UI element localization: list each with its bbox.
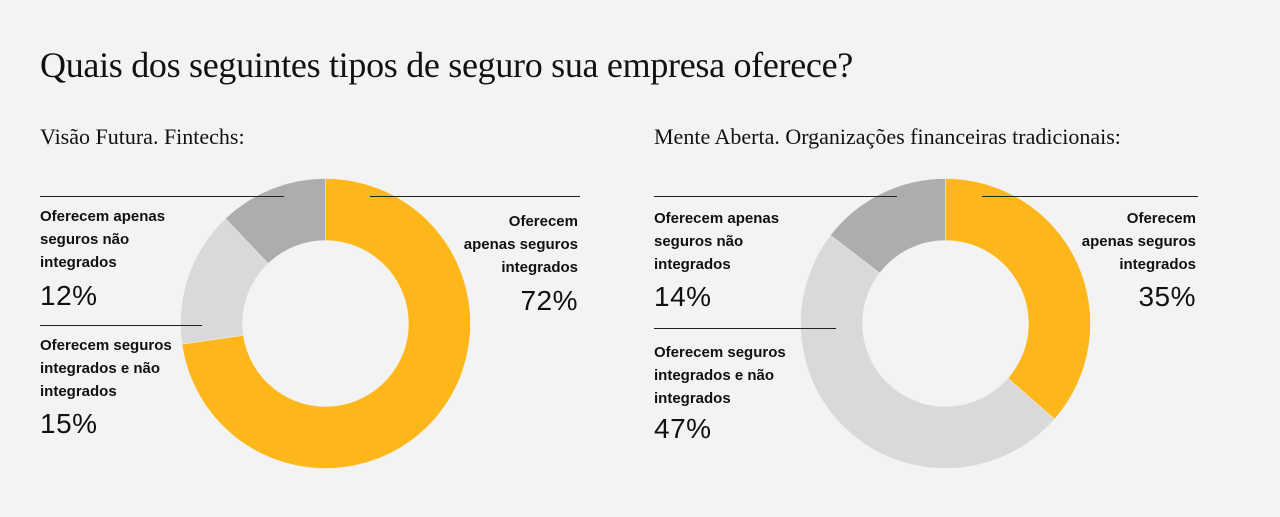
chart1-non-integrated-value: 12% (40, 280, 98, 311)
chart2-donut (800, 178, 1091, 469)
chart2-non-integrated-rule (654, 196, 897, 197)
chart1-both-rule (40, 325, 202, 326)
chart2-both-label: Oferecem seguros integrados e não integrad… (654, 344, 786, 407)
chart1-integrated-slice (181, 178, 471, 469)
page-title: Quais dos seguintes tipos de seguro sua … (40, 45, 853, 85)
chart1-integrated-rule (370, 196, 580, 197)
chart2-non-integrated-slice (830, 178, 946, 274)
chart1-integrated-value: 72% (520, 285, 578, 316)
chart1-donut (180, 178, 471, 469)
chart1-non-integrated-rule (40, 196, 284, 197)
chart2-both-value: 47% (654, 413, 712, 444)
chart1-non-integrated-slice (225, 178, 326, 264)
chart2-non-integrated-label: Oferecem apenas seguros não integrados (654, 210, 780, 273)
chart1-both-label: Oferecem seguros integrados e não integrad… (40, 337, 172, 400)
chart1-title: Visão Futura. Fintechs: (40, 124, 245, 149)
chart2-title: Mente Aberta. Organizações financeiras t… (654, 124, 1121, 149)
chart2-integrated-label: Oferecem apenas seguros integrados (1081, 210, 1196, 273)
chart2-integrated-value: 35% (1138, 281, 1196, 312)
chart1-non-integrated-label: Oferecem apenas seguros não integrados (40, 208, 166, 271)
chart2-integrated-rule (982, 196, 1198, 197)
chart2-non-integrated-value: 14% (654, 281, 712, 312)
chart2-integrated-slice (945, 178, 1091, 420)
chart2-both-rule (654, 328, 836, 329)
chart1-integrated-label: Oferecem apenas seguros integrados (463, 213, 578, 276)
chart1-both-value: 15% (40, 408, 98, 439)
